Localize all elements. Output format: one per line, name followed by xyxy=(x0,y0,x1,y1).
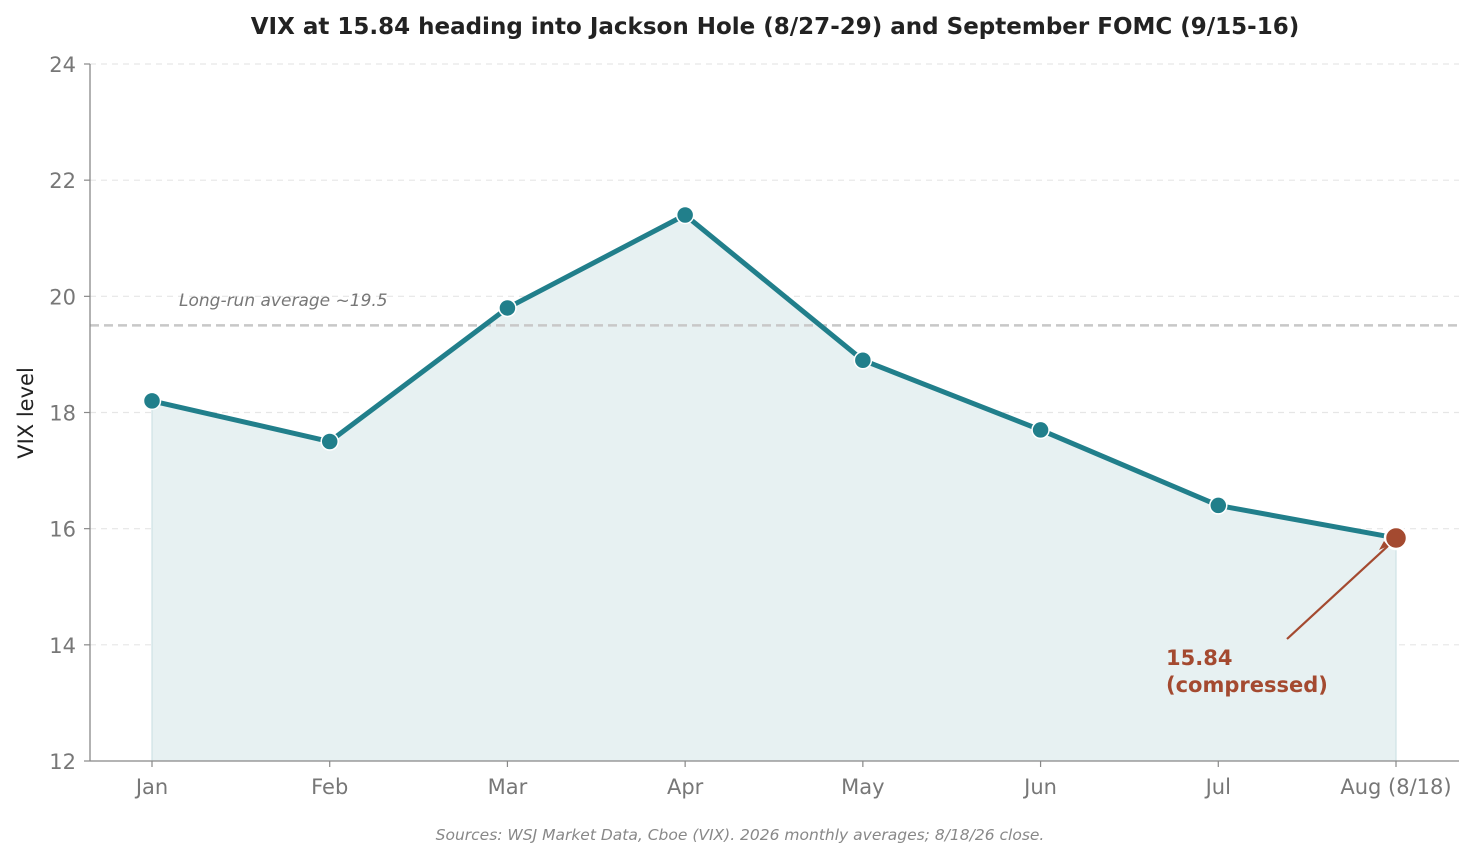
data-point-6 xyxy=(1209,496,1228,515)
y-tick-label-24: 24 xyxy=(49,53,76,77)
y-tick-label-16: 16 xyxy=(49,518,76,542)
reference-line-layer: Long-run average ~19.5 xyxy=(90,291,1459,327)
x-tick-label-4: May xyxy=(841,775,884,799)
annotation-arrow xyxy=(1286,545,1389,640)
annotation-text-0: 15.84 xyxy=(1166,646,1232,670)
data-point-0 xyxy=(142,391,162,411)
y-tick-label-12: 12 xyxy=(49,750,76,774)
x-tick-label-1: Feb xyxy=(311,775,348,799)
area-fill xyxy=(152,215,1396,761)
x-tick-label-3: Apr xyxy=(667,775,704,799)
chart-title: VIX at 15.84 heading into Jackson Hole (… xyxy=(251,14,1300,40)
data-point-3 xyxy=(675,205,695,225)
x-tick-label-7: Aug (8/18) xyxy=(1340,775,1451,799)
x-tick-label-2: Mar xyxy=(488,775,528,799)
x-tick-label-6: Jul xyxy=(1204,775,1231,799)
data-point-1 xyxy=(320,432,339,451)
data-point-2 xyxy=(498,298,517,318)
y-tick-label-20: 20 xyxy=(49,285,76,309)
x-tick-label-5: Jun xyxy=(1022,775,1057,799)
data-point-highlight xyxy=(1383,525,1409,551)
series-line xyxy=(149,212,1399,541)
annotation-arrowhead xyxy=(1379,540,1388,550)
data-points-layer xyxy=(142,205,1409,551)
series-line-layer xyxy=(149,212,1399,541)
y-tick-label-18: 18 xyxy=(49,402,76,426)
axes: 12 14 16 18 20 22 24 Jan Feb Mar Apr May Jun Jul Aug (… xyxy=(49,53,1459,799)
y-tick-label-14: 14 xyxy=(49,634,76,658)
y-tick-label-22: 22 xyxy=(49,169,76,193)
x-tick-label-0: Jan xyxy=(134,775,168,799)
data-point-4 xyxy=(853,350,873,370)
data-point-5 xyxy=(1031,420,1050,440)
area-fill-layer xyxy=(151,215,1397,761)
annotation-text-1: (compressed) xyxy=(1166,673,1328,697)
source-note: Sources: WSJ Market Data, Cboe (VIX). 20… xyxy=(436,826,1045,844)
reference-line-label: Long-run average ~19.5 xyxy=(179,291,388,311)
y-axis-label: VIX level xyxy=(14,367,38,459)
annotation-layer: 15.84 (compressed) xyxy=(1166,540,1389,697)
